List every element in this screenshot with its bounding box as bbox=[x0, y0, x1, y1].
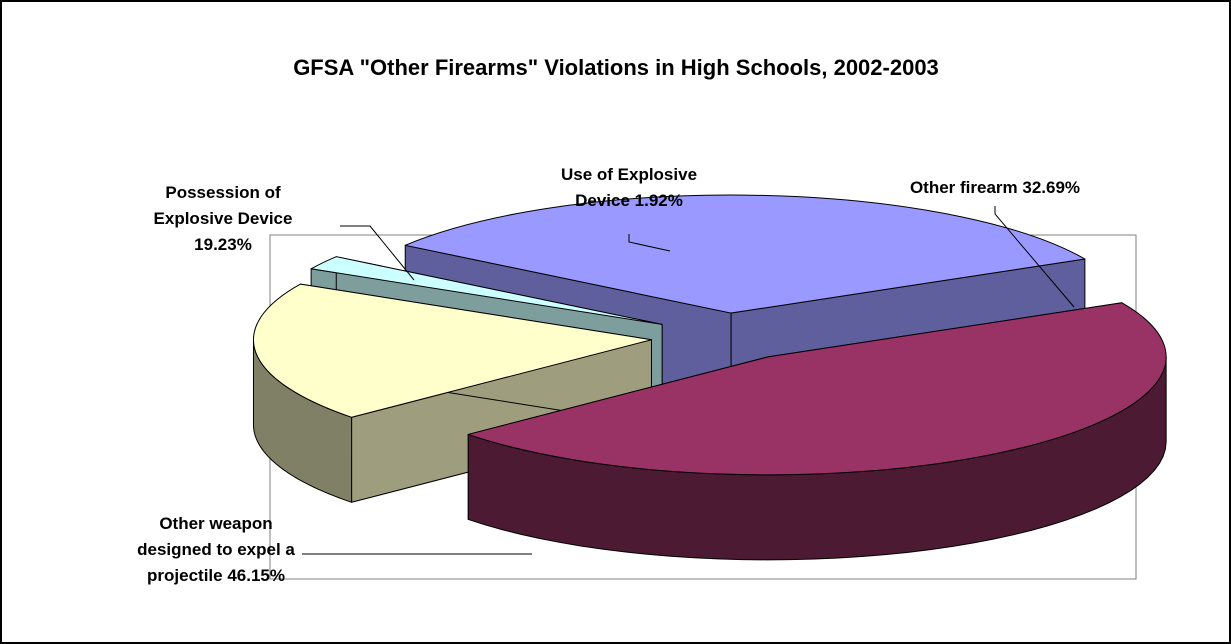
data-label: Other weapon designed to expel a projectil… bbox=[137, 514, 295, 585]
data-label: Use of Explosive Device 1.92% bbox=[561, 165, 697, 210]
pie-slice-top bbox=[467, 302, 1167, 476]
data-label: Other firearm 32.69% bbox=[910, 178, 1080, 197]
slice-label-other-firearm: Other firearm 32.69% bbox=[910, 178, 1080, 308]
slice-label-possession-of-explosive-device: Possession of Explosive Device 19.23% bbox=[154, 183, 415, 281]
pie-slice-top bbox=[404, 194, 1086, 314]
slice-label-use-of-explosive-device: Use of Explosive Device 1.92% bbox=[561, 165, 697, 252]
pie-slice-top bbox=[310, 256, 663, 325]
pie-slice-other-weapon-designed-to-expel-a-projectile bbox=[467, 302, 1167, 561]
leader-line bbox=[628, 234, 671, 252]
leader-line bbox=[340, 225, 415, 281]
slice-label-other-weapon-designed-to-expel-a-projectile: Other weapon designed to expel a projectil… bbox=[137, 514, 532, 585]
pie-slice-top bbox=[252, 283, 652, 418]
chart-title: GFSA "Other Firearms" Violations in High… bbox=[293, 55, 939, 80]
leader-line bbox=[994, 206, 1075, 308]
pie-slice-possession-of-explosive-device bbox=[252, 283, 652, 503]
data-label: Possession of Explosive Device 19.23% bbox=[154, 183, 293, 254]
